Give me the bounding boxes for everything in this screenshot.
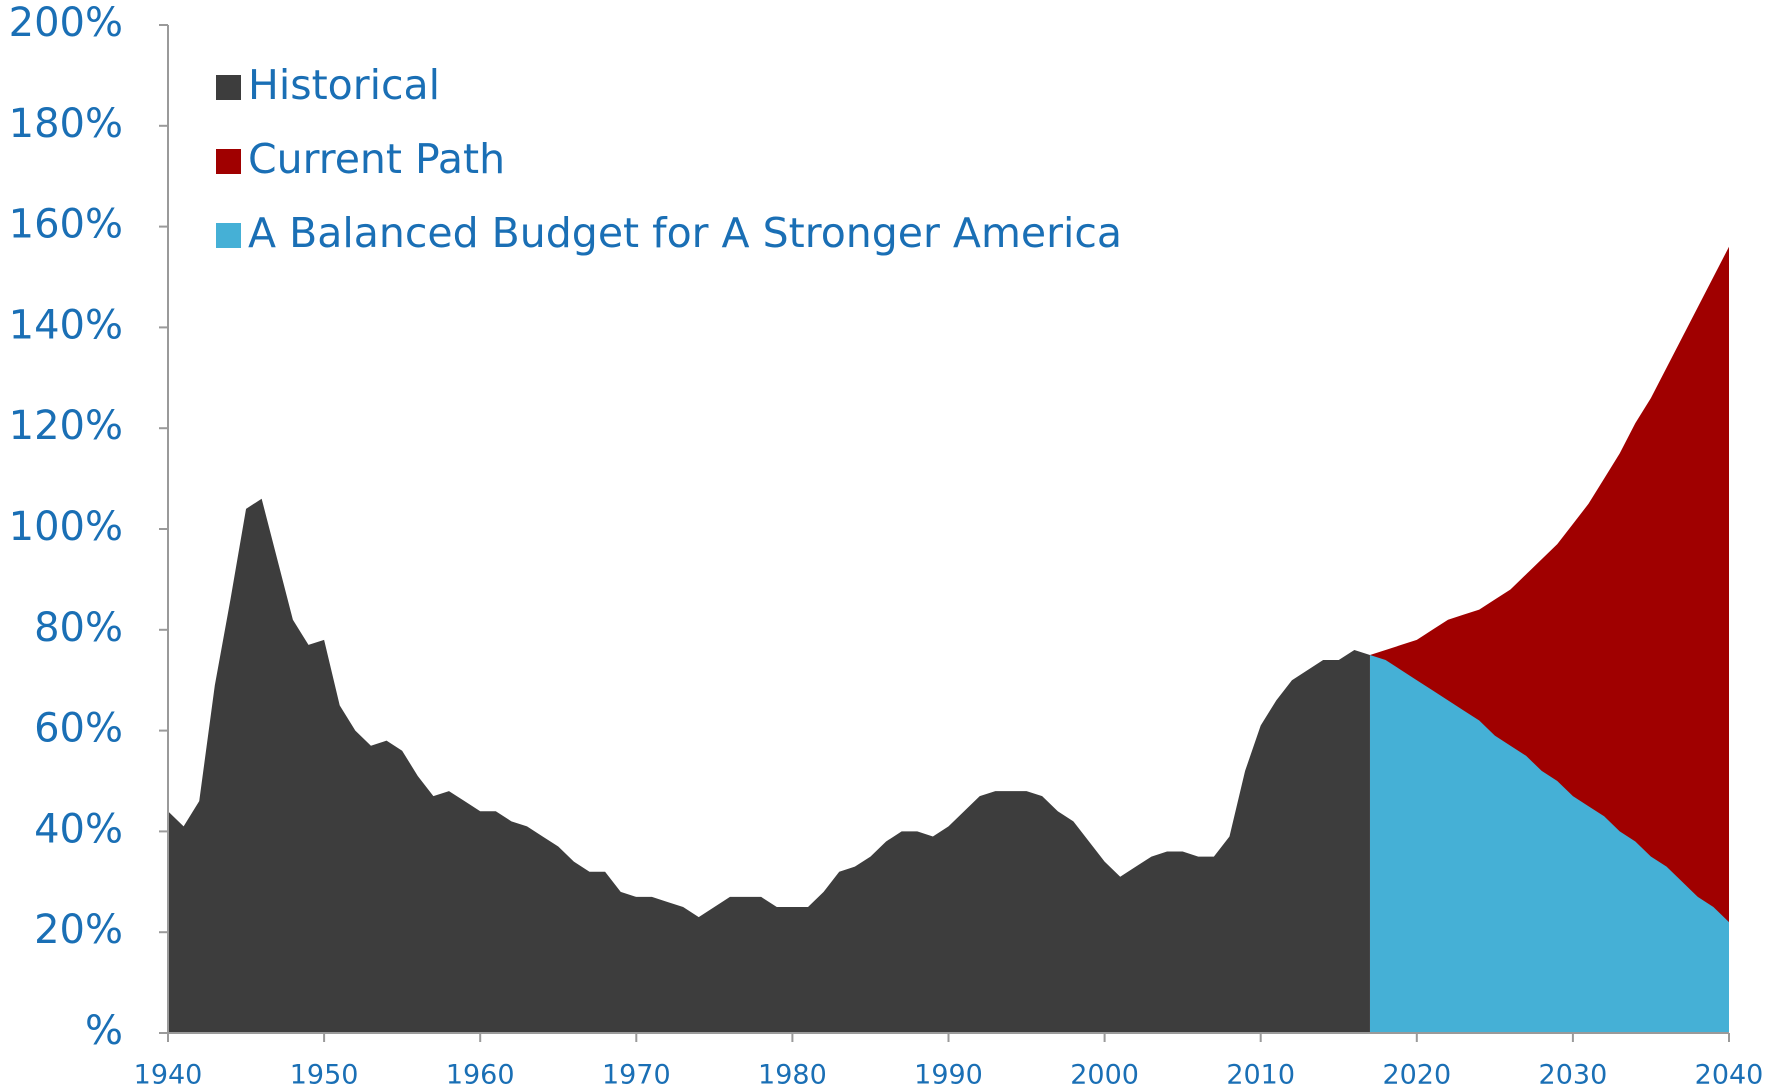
x-tick-label: 1960 <box>446 1060 515 1089</box>
x-tick-label: 1980 <box>758 1060 827 1089</box>
x-tick-label: 1990 <box>914 1060 983 1089</box>
legend-label: Current Path <box>248 135 505 183</box>
legend-swatch <box>216 75 241 100</box>
y-tick-label: 100% <box>9 504 123 550</box>
y-tick-label: 60% <box>34 706 123 752</box>
y-tick-label: 40% <box>34 806 123 852</box>
y-tick-label: 20% <box>34 907 123 953</box>
y-tick-label: 140% <box>9 302 123 348</box>
y-tick-label: 160% <box>9 202 123 248</box>
legend-swatch <box>216 223 241 248</box>
x-tick-label: 1940 <box>134 1060 203 1089</box>
x-tick-label: 2030 <box>1539 1060 1608 1089</box>
y-tick-label: 120% <box>9 403 123 449</box>
legend-label: Historical <box>248 61 440 109</box>
area <box>1369 655 1729 1033</box>
x-tick-label: 1970 <box>602 1060 671 1089</box>
y-tick-label: 80% <box>34 605 123 651</box>
x-tick-label: 2040 <box>1695 1060 1764 1089</box>
legend-swatch <box>216 149 241 174</box>
area <box>168 498 1370 1033</box>
y-tick-label: % <box>85 1008 123 1054</box>
y-tick-label: 200% <box>9 0 123 46</box>
x-tick-label: 2000 <box>1070 1060 1139 1089</box>
x-tick-label: 2020 <box>1382 1060 1451 1089</box>
x-tick-label: 2010 <box>1226 1060 1295 1089</box>
x-tick-label: 1950 <box>290 1060 359 1089</box>
y-tick-label: 180% <box>9 101 123 147</box>
legend-label: A Balanced Budget for A Stronger America <box>248 209 1122 257</box>
